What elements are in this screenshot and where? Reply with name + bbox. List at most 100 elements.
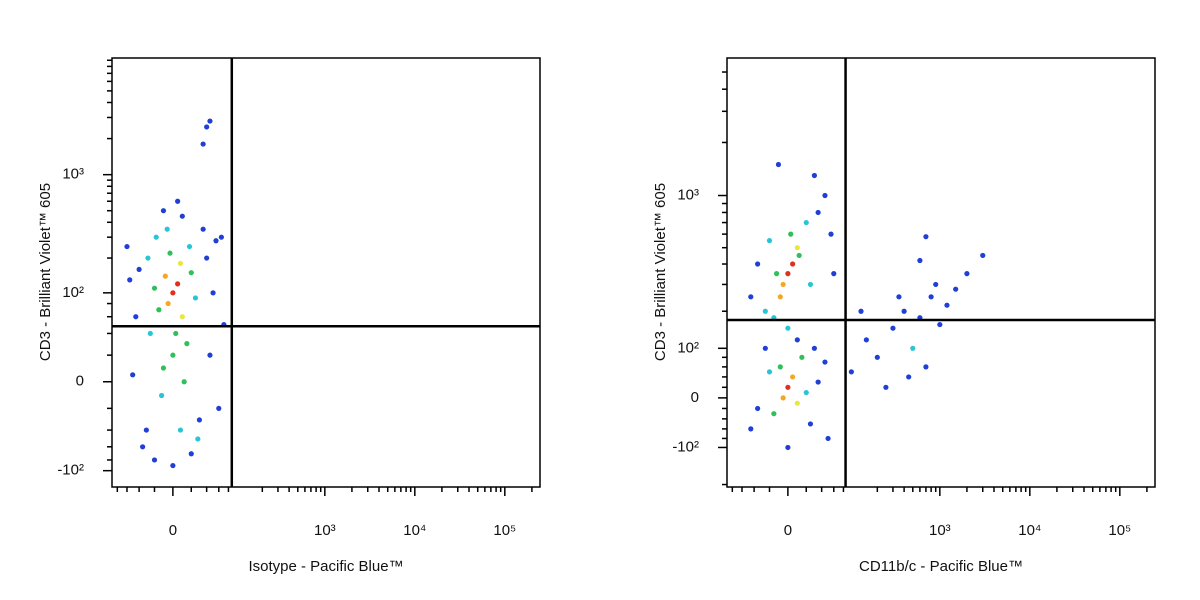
event-dot	[196, 417, 202, 423]
event-dot	[771, 411, 777, 417]
event-dot	[923, 364, 929, 370]
event-dot	[207, 352, 213, 358]
event-dot	[858, 308, 864, 314]
event-dot	[822, 359, 828, 365]
y-axis-label: CD3 - Brilliant Violet™ 605	[652, 183, 669, 361]
plot-frame	[726, 57, 1156, 488]
event-dot	[923, 234, 929, 240]
event-dot	[200, 141, 206, 147]
event-dot	[953, 286, 959, 292]
event-dot	[937, 321, 943, 328]
x-axis-label: Isotype - Pacific Blue™	[248, 558, 403, 575]
event-dot	[775, 161, 782, 168]
event-dot	[153, 234, 159, 240]
event-dot	[192, 295, 199, 301]
event-dot	[130, 372, 136, 378]
event-dot	[175, 198, 181, 204]
event-dot	[803, 219, 809, 226]
event-dot	[807, 421, 814, 427]
event-dot	[748, 294, 754, 300]
event-dot	[794, 337, 800, 343]
event-dot	[825, 435, 831, 442]
event-dot	[910, 345, 916, 351]
event-dot	[200, 226, 206, 232]
event-dot	[766, 238, 773, 244]
y-tick-label: 10³	[62, 166, 84, 183]
x-tick-label: 0	[169, 522, 177, 539]
event-dot	[207, 118, 213, 124]
event-dot	[188, 451, 194, 457]
event-dot	[762, 345, 768, 351]
y-tick-label: 0	[76, 373, 84, 390]
event-dot	[803, 389, 809, 396]
event-dot	[828, 231, 834, 237]
event-dot	[790, 261, 796, 267]
event-dot	[917, 257, 923, 264]
event-dot	[136, 266, 142, 273]
x-tick-label: 10⁴	[403, 522, 426, 539]
event-dot	[863, 337, 869, 343]
event-dot	[944, 302, 950, 308]
event-dot	[140, 444, 146, 450]
event-dot	[785, 444, 791, 451]
y-tick-label: 10²	[677, 339, 699, 356]
event-dot	[807, 281, 814, 288]
event-dot	[181, 379, 187, 385]
event-dot	[901, 308, 907, 314]
x-tick-label: 10³	[929, 522, 951, 539]
x-tick-label: 10⁴	[1018, 522, 1041, 539]
event-dot	[164, 226, 170, 232]
y-tick-label: 10²	[62, 284, 84, 301]
event-dot	[177, 260, 184, 267]
event-dot	[785, 325, 791, 331]
event-dot	[785, 384, 791, 390]
event-dot	[127, 277, 133, 283]
event-dot	[175, 281, 181, 287]
plot-frame	[111, 57, 541, 488]
event-dot	[890, 325, 896, 331]
event-dot	[815, 379, 821, 385]
event-dot	[204, 124, 210, 130]
event-dot	[167, 250, 173, 256]
event-dot	[766, 369, 773, 375]
event-dot	[755, 261, 761, 267]
event-dot	[777, 294, 783, 300]
event-dot	[151, 457, 158, 463]
event-dot	[831, 271, 837, 277]
event-dot	[748, 426, 754, 432]
event-dot	[933, 281, 939, 288]
event-dot	[794, 400, 800, 406]
event-dot	[906, 374, 912, 380]
event-dot	[170, 462, 176, 469]
event-dot	[896, 294, 902, 300]
event-dot	[160, 365, 167, 371]
event-dot	[170, 352, 176, 358]
x-axis-label: CD11b/c - Pacific Blue™	[859, 558, 1023, 575]
event-dot	[780, 281, 786, 288]
event-dot	[156, 307, 162, 313]
event-dot	[790, 374, 796, 380]
event-dot	[755, 405, 761, 412]
event-dot	[179, 314, 185, 320]
event-dot	[980, 252, 986, 259]
event-dot	[815, 209, 821, 216]
event-dot	[158, 392, 165, 399]
event-dot	[173, 330, 179, 337]
event-dot	[780, 395, 786, 401]
event-dot	[160, 208, 167, 214]
y-tick-label: -10²	[672, 438, 699, 455]
x-tick-label: 10⁵	[1108, 522, 1131, 539]
x-tick-label: 10⁵	[493, 522, 516, 539]
event-dot	[216, 405, 222, 411]
event-dot	[811, 345, 817, 351]
event-dot	[170, 290, 176, 296]
event-dot	[204, 255, 210, 261]
event-dot	[213, 238, 219, 244]
event-dot	[124, 243, 130, 250]
event-dot	[822, 192, 828, 199]
event-dot	[179, 213, 185, 219]
event-dot	[184, 341, 190, 347]
event-dot	[788, 231, 794, 237]
event-dot	[848, 369, 854, 375]
event-dot	[762, 308, 768, 314]
